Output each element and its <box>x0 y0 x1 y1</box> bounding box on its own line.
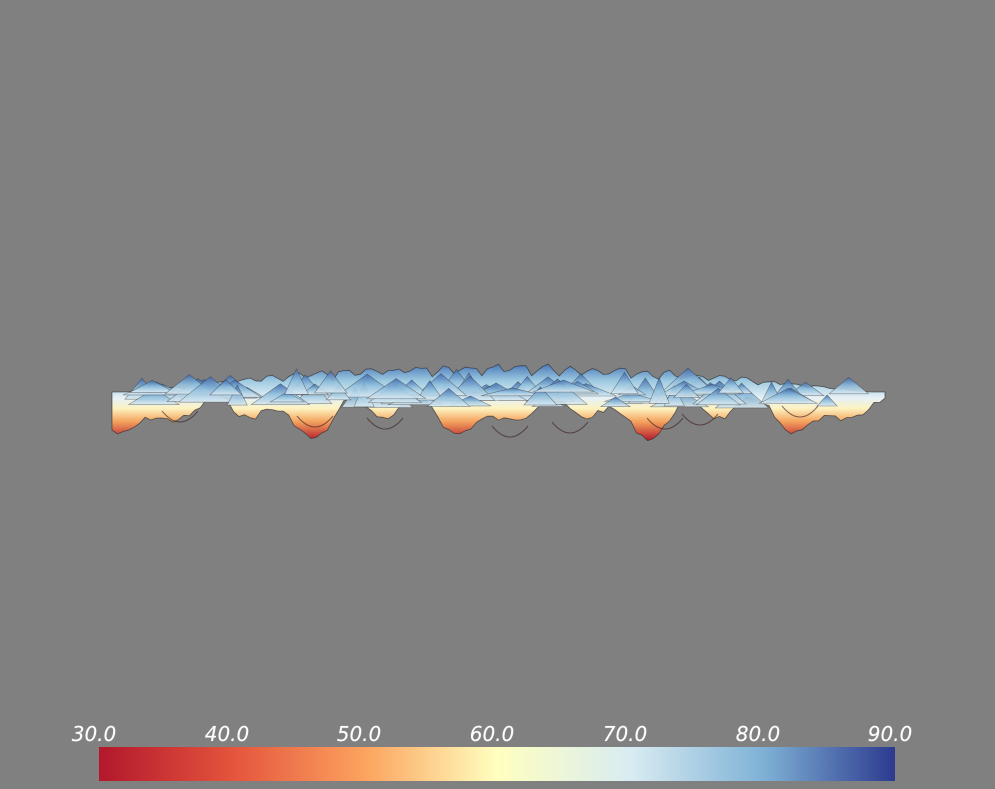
surface-peak <box>828 377 870 395</box>
colorbar-tick-label: 50.0 <box>336 722 382 746</box>
surface-peak <box>672 383 700 398</box>
colorbar-tick-label: 80.0 <box>735 722 781 746</box>
surface-valley-line <box>646 417 684 430</box>
surface-valley-line <box>681 413 719 426</box>
colorbar-tick-label: 70.0 <box>602 722 648 746</box>
surface-peak <box>426 388 471 407</box>
surface-peak <box>269 391 306 403</box>
surface-peak <box>758 388 818 404</box>
colorbar-tick-label: 90.0 <box>867 722 913 746</box>
surface-valley-line <box>781 405 819 418</box>
surface-peak <box>366 378 427 399</box>
surface-peak <box>816 394 838 407</box>
surface-peak <box>284 368 309 395</box>
surface-peak <box>209 379 243 396</box>
colorbar-tick-label: 40.0 <box>204 722 250 746</box>
colorbar-gradient <box>99 747 895 781</box>
surface-peak <box>599 396 632 407</box>
surface-peak <box>610 371 639 394</box>
colorbar-tick-label: 60.0 <box>469 722 515 746</box>
surface-valley-line <box>161 410 199 423</box>
surface-peak <box>532 379 595 393</box>
surface-peak <box>416 380 444 401</box>
surface-valley-line <box>366 417 404 430</box>
surface-peak <box>127 388 181 405</box>
surface-peak <box>314 370 348 394</box>
surface-valley-line <box>296 415 334 428</box>
surface-ridges <box>122 367 870 438</box>
surface-peak <box>523 386 558 406</box>
surface-peak <box>717 377 745 394</box>
surface-peak <box>129 379 175 393</box>
surface-peak <box>695 387 741 406</box>
surface-valley-line <box>551 421 589 434</box>
surface-valley-line <box>491 425 529 438</box>
surface-peak <box>480 387 545 397</box>
colorbar-tick-label: 30.0 <box>71 722 117 746</box>
surface-peak <box>648 376 670 404</box>
